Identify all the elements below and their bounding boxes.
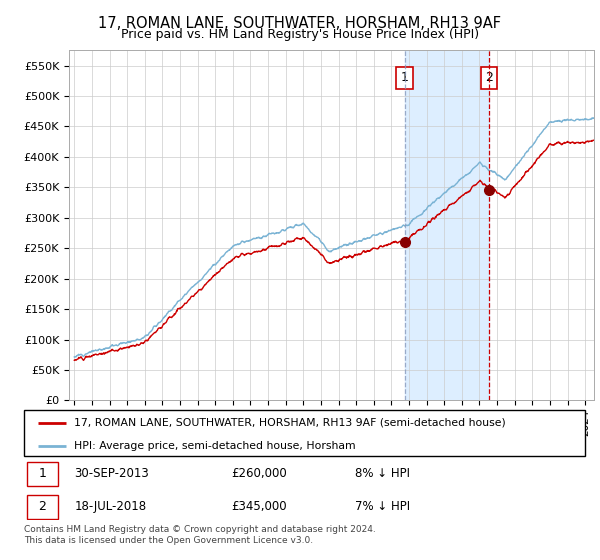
Text: 8% ↓ HPI: 8% ↓ HPI [355,467,410,480]
Text: 2: 2 [38,500,46,514]
Text: £260,000: £260,000 [232,467,287,480]
Text: HPI: Average price, semi-detached house, Horsham: HPI: Average price, semi-detached house,… [74,441,356,451]
Bar [27,495,58,519]
Text: 2: 2 [485,71,493,85]
Text: 17, ROMAN LANE, SOUTHWATER, HORSHAM, RH13 9AF (semi-detached house): 17, ROMAN LANE, SOUTHWATER, HORSHAM, RH1… [74,418,506,428]
Bar [404,50,489,400]
Text: 7% ↓ HPI: 7% ↓ HPI [355,500,410,514]
Text: Price paid vs. HM Land Registry's House Price Index (HPI): Price paid vs. HM Land Registry's House … [121,28,479,41]
Text: 1: 1 [401,71,409,85]
Text: Contains HM Land Registry data © Crown copyright and database right 2024.
This d: Contains HM Land Registry data © Crown c… [24,525,376,545]
Text: 30-SEP-2013: 30-SEP-2013 [74,467,149,480]
Text: 17, ROMAN LANE, SOUTHWATER, HORSHAM, RH13 9AF: 17, ROMAN LANE, SOUTHWATER, HORSHAM, RH1… [98,16,502,31]
Text: £345,000: £345,000 [232,500,287,514]
Bar [27,462,58,486]
Text: 18-JUL-2018: 18-JUL-2018 [74,500,146,514]
Text: 1: 1 [38,467,46,480]
